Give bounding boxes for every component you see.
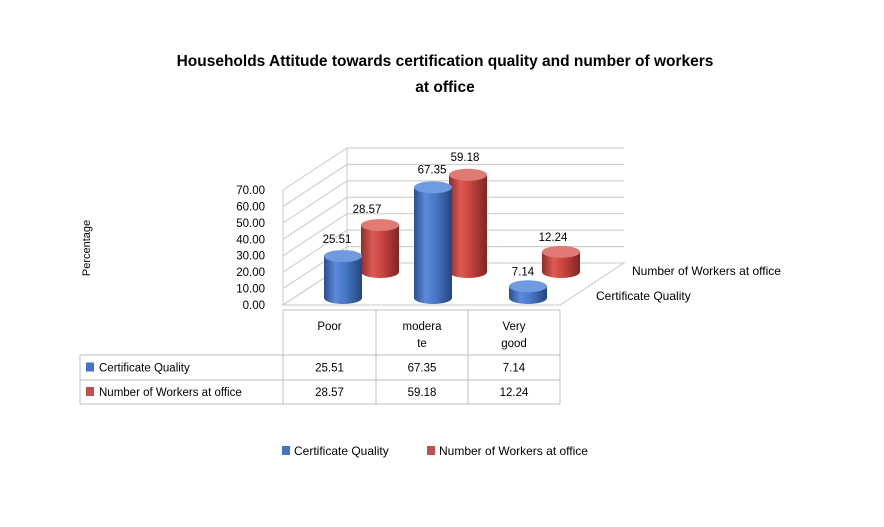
- bar-body: [324, 256, 362, 304]
- chart-title-line1: Households Attitude towards certificatio…: [177, 53, 714, 70]
- legend-label: Certificate Quality: [294, 444, 389, 458]
- y-tick-label: 50.00: [236, 218, 265, 230]
- bar-body: [414, 187, 452, 304]
- table-cell: 28.57: [315, 387, 344, 399]
- data-label: 28.57: [353, 204, 382, 216]
- legend-item: Number of Workers at office: [427, 444, 588, 458]
- bar: [542, 245, 580, 278]
- y-tick-labels: 70.00 60.00 50.00 40.00 30.00 20.00 10.00 0.00: [236, 185, 265, 312]
- bar: [509, 280, 547, 304]
- bar-top: [361, 219, 399, 232]
- y-tick-label: 70.00: [236, 185, 265, 197]
- gridlines: [281, 147, 626, 306]
- data-label: 12.24: [539, 232, 568, 244]
- legend-swatch: [427, 446, 435, 455]
- table-header-cell: modera te: [403, 321, 443, 350]
- y-tick-label: 40.00: [236, 234, 265, 246]
- y-tick-label: 20.00: [236, 267, 265, 279]
- legend-label: Number of Workers at office: [439, 444, 588, 458]
- bar: [414, 181, 452, 304]
- depth-label-number-of-workers: Number of Workers at office: [632, 264, 781, 278]
- bar-body: [542, 251, 580, 278]
- data-label: 7.14: [512, 266, 535, 278]
- table-legend-key: [86, 362, 94, 372]
- table-row-label: Number of Workers at office: [99, 387, 242, 399]
- legend-swatch: [282, 446, 290, 455]
- bar-top: [414, 181, 452, 194]
- bar-body: [361, 225, 399, 278]
- table-cell: 59.18: [408, 387, 437, 399]
- bar: [361, 219, 399, 278]
- table-row-label: Certificate Quality: [99, 363, 190, 375]
- depth-label-certificate-quality: Certificate Quality: [596, 289, 691, 303]
- y-tick-label: 10.00: [236, 284, 265, 296]
- table-header-cell: Very good: [501, 321, 527, 350]
- data-table: Poor modera te Very good Certificate Quality 2…: [79, 309, 561, 405]
- bar-top: [324, 250, 362, 263]
- y-axis-title: Percentage: [81, 220, 93, 276]
- y-tick-label: 30.00: [236, 251, 265, 263]
- data-labels: 28.57 59.18 12.24 25.51 67.35 7.14: [323, 152, 568, 278]
- chart-title-line2: at office: [415, 79, 475, 96]
- bar: [449, 168, 487, 278]
- table-cell: 25.51: [315, 363, 344, 375]
- bars: [324, 168, 580, 304]
- bar: [324, 250, 362, 304]
- bar-body: [449, 174, 487, 278]
- table-cell: 67.35: [408, 363, 437, 375]
- y-tick-label: 0.00: [243, 300, 265, 312]
- data-label: 25.51: [323, 234, 352, 246]
- y-tick-label: 60.00: [236, 201, 265, 213]
- bar-top: [449, 168, 487, 181]
- bar-top: [542, 245, 580, 258]
- table-cell: 12.24: [500, 387, 529, 399]
- data-label: 67.35: [418, 164, 447, 176]
- table-header-cell: Poor: [317, 321, 341, 333]
- legend-item: Certificate Quality: [282, 444, 389, 458]
- table-legend-key: [86, 387, 94, 396]
- data-label: 59.18: [451, 152, 480, 164]
- table-cell: 7.14: [503, 363, 526, 375]
- legend: Certificate Quality Number of Workers at …: [282, 444, 588, 458]
- bar-top: [509, 280, 547, 293]
